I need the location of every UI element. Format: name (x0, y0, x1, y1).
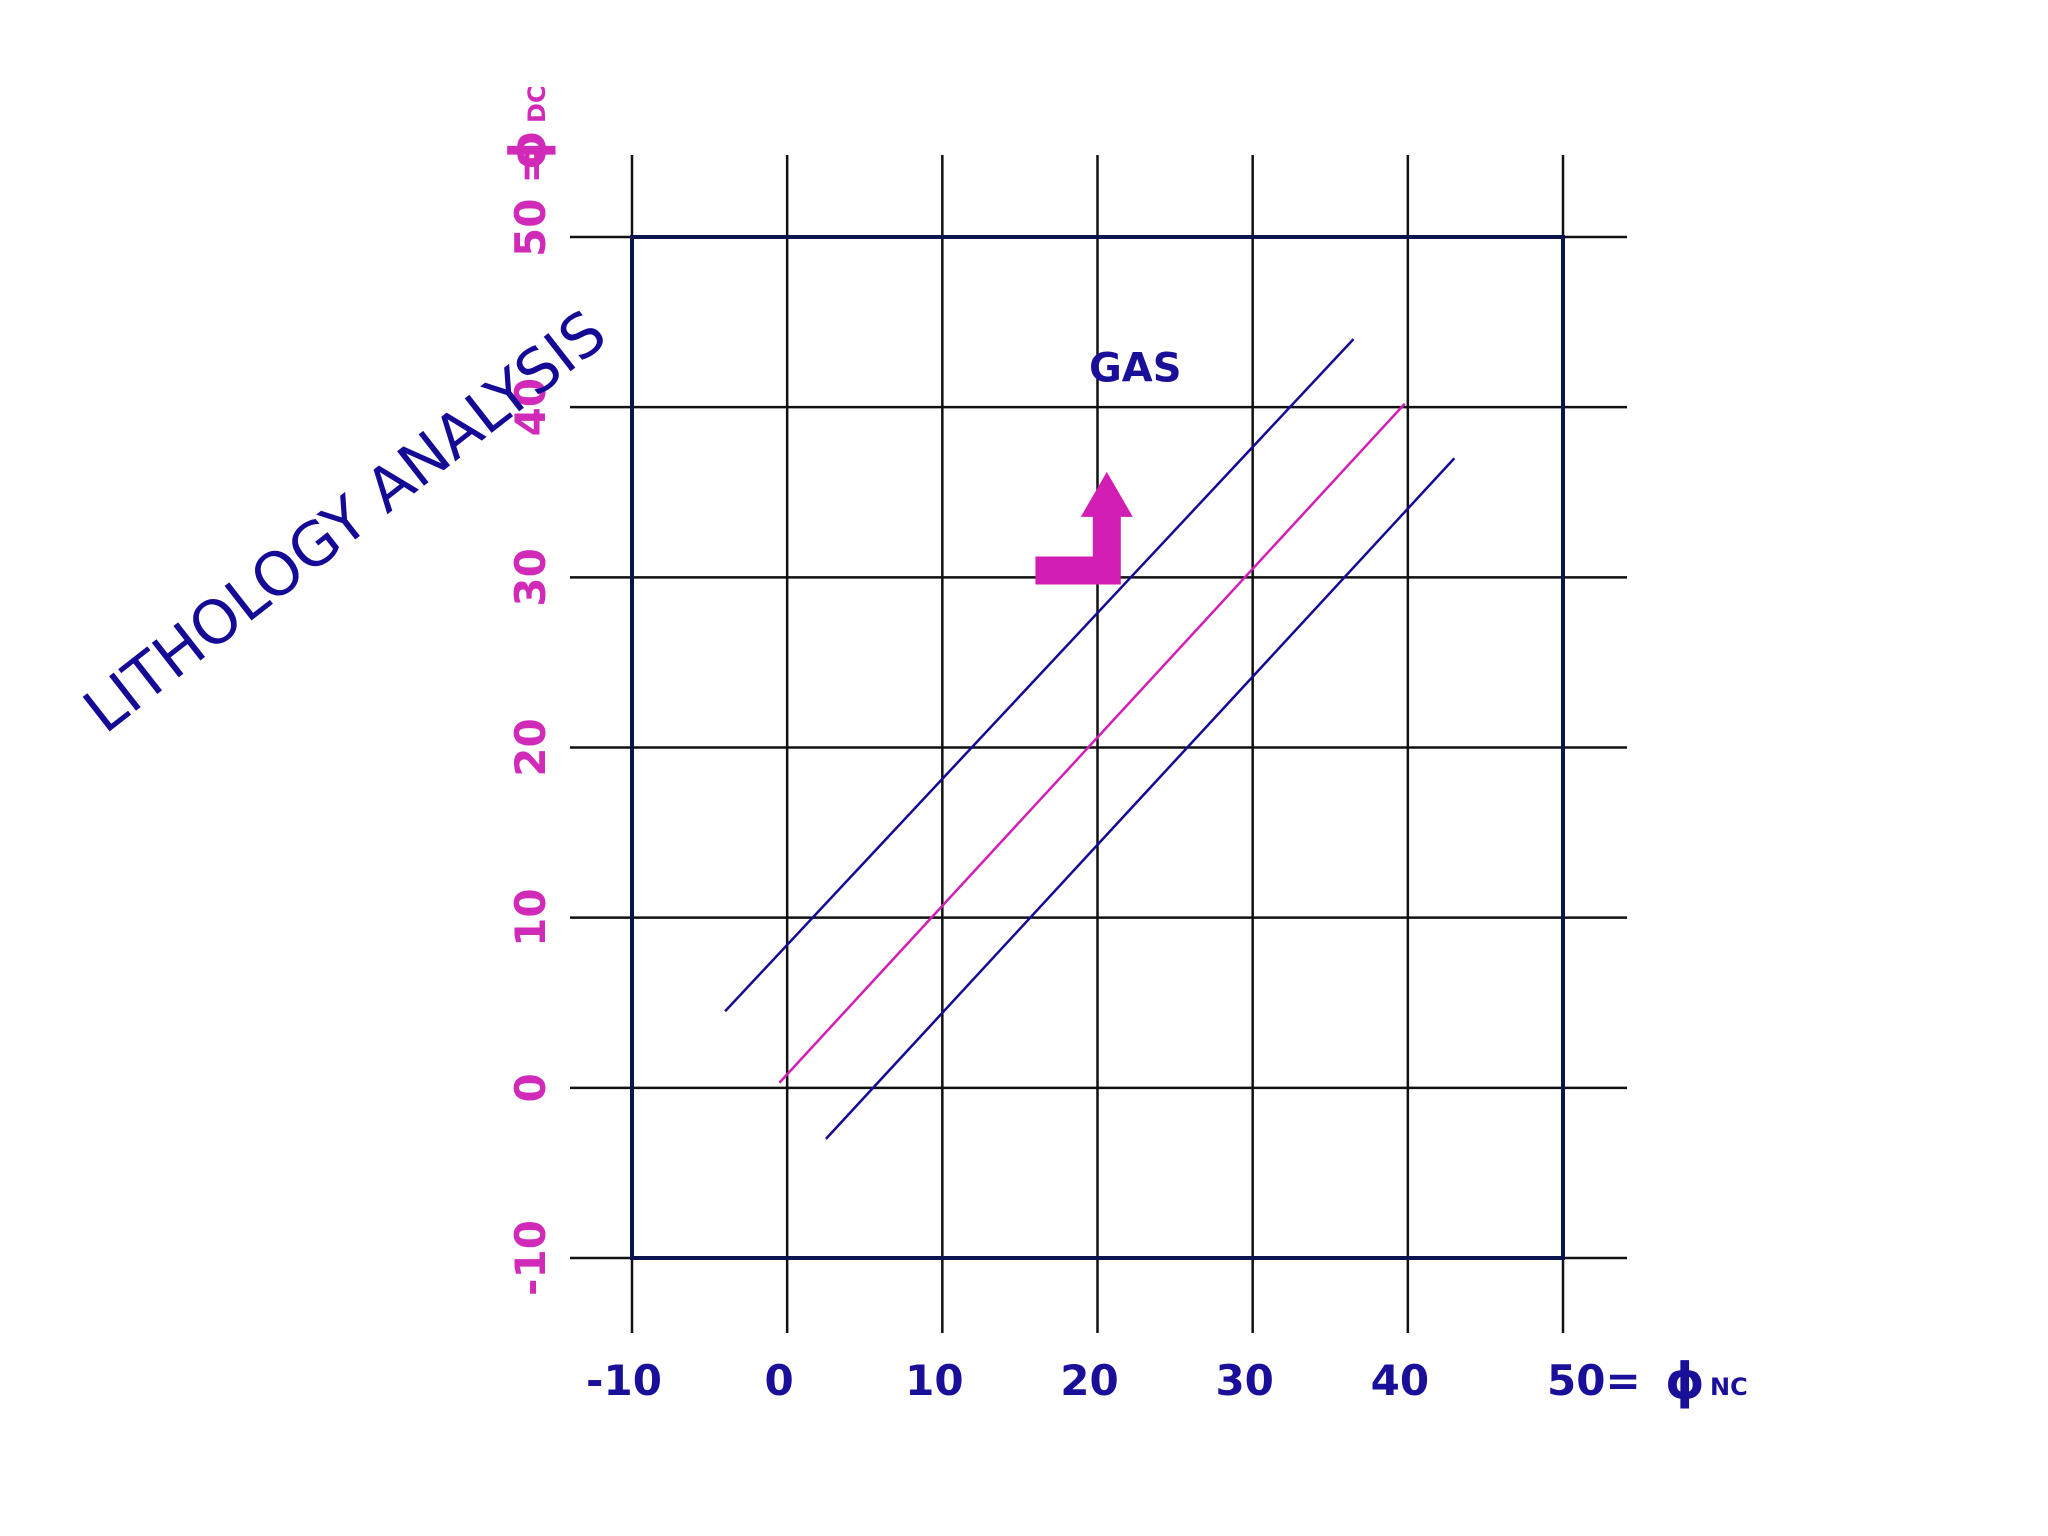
x-axis-label: ϕ (1665, 1352, 1705, 1410)
x-axis-subscript: NC (1710, 1373, 1748, 1401)
y-tick-label: 30 (506, 548, 555, 606)
x-tick-label: -10 (586, 1356, 662, 1405)
x-tick-label: 0 (765, 1356, 794, 1405)
chart-title: LITHOLOGY ANALYSIS (71, 297, 619, 747)
x-tick-label: 10 (905, 1356, 963, 1405)
x-tick-label: 30 (1215, 1356, 1273, 1405)
series-line-3 (825, 457, 1456, 1140)
plot-frame (630, 235, 1565, 1260)
series-line-2 (778, 402, 1406, 1084)
y-tick-label: 20 (506, 718, 555, 776)
y-tick-label: 40 (506, 378, 555, 436)
y-tick-label: 50 = (506, 149, 555, 257)
series-line-1 (724, 338, 1355, 1013)
gas-arrow-icon (1035, 471, 1133, 585)
x-tick-label: 40 (1371, 1356, 1429, 1405)
y-axis-subscript: DC (523, 85, 551, 123)
y-tick-label: -10 (506, 1220, 555, 1296)
y-tick-label: 0 (506, 1073, 555, 1102)
y-axis-label: ϕ (499, 130, 557, 170)
x-tick-label: 50= (1547, 1356, 1641, 1405)
annotation-label: GAS (1089, 346, 1182, 392)
x-tick-label: 20 (1060, 1356, 1118, 1405)
y-tick-label: 10 (506, 888, 555, 946)
